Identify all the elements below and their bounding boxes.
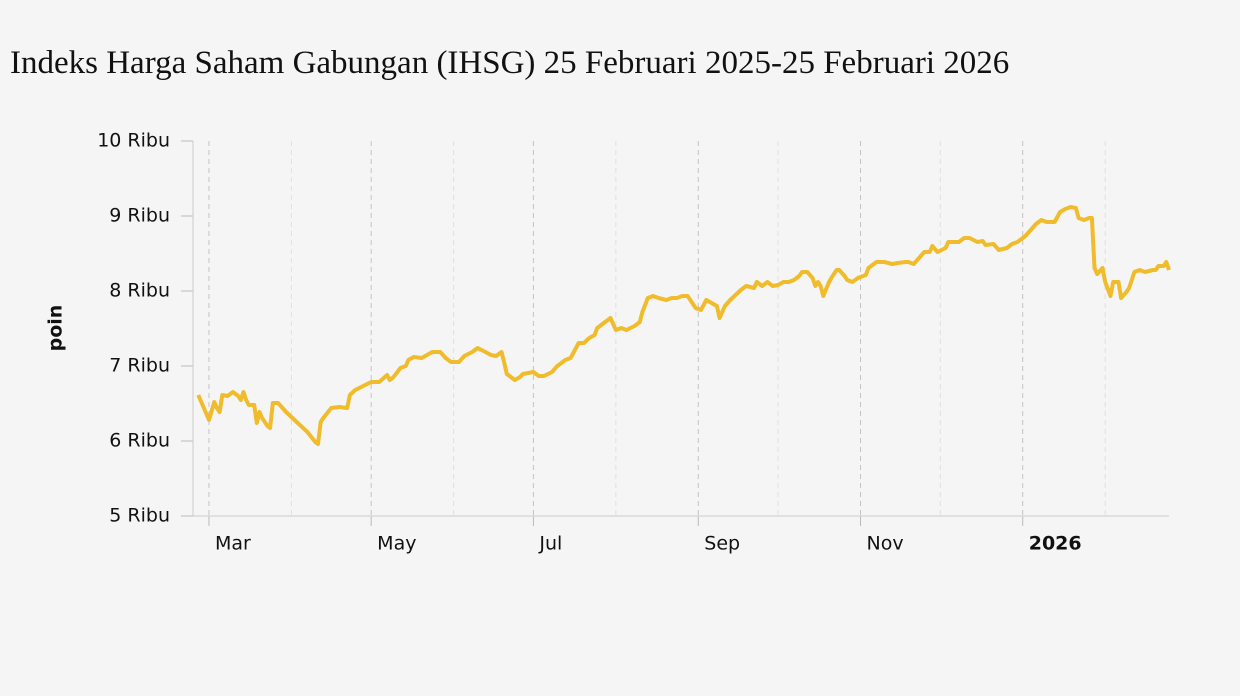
y-tick-label: 10 Ribu bbox=[97, 130, 170, 152]
x-tick-label: Sep bbox=[704, 533, 740, 555]
y-axis-label: poin bbox=[45, 305, 67, 352]
x-tick-label: Nov bbox=[867, 533, 904, 555]
x-tick-label: Jul bbox=[538, 533, 562, 555]
y-tick-label: 6 Ribu bbox=[109, 430, 170, 452]
chart-title: Indeks Harga Saham Gabungan (IHSG) 25 Fe… bbox=[10, 45, 1009, 81]
y-tick-label: 7 Ribu bbox=[109, 355, 170, 377]
x-tick-label: Mar bbox=[215, 533, 251, 555]
y-tick-label: 5 Ribu bbox=[109, 505, 170, 527]
x-tick-label: May bbox=[377, 533, 416, 555]
y-tick-label: 8 Ribu bbox=[109, 280, 170, 302]
x-tick-label: 2026 bbox=[1029, 533, 1082, 555]
y-tick-label: 9 Ribu bbox=[109, 205, 170, 227]
data-line bbox=[196, 205, 1171, 446]
